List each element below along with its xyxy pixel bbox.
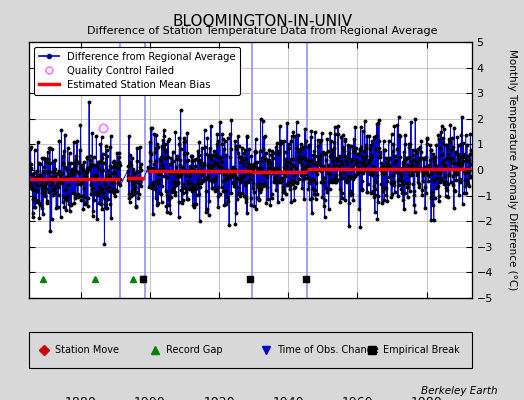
Text: Record Gap: Record Gap xyxy=(166,345,223,355)
Text: Time of Obs. Change: Time of Obs. Change xyxy=(277,345,379,355)
Text: Station Move: Station Move xyxy=(56,345,119,355)
Text: 1900: 1900 xyxy=(134,396,166,400)
Text: 1980: 1980 xyxy=(411,396,442,400)
Text: 1940: 1940 xyxy=(272,396,304,400)
Text: Berkeley Earth: Berkeley Earth xyxy=(421,386,498,396)
Text: 1880: 1880 xyxy=(65,396,96,400)
Text: 1920: 1920 xyxy=(203,396,235,400)
Text: 1960: 1960 xyxy=(342,396,373,400)
Text: Empirical Break: Empirical Break xyxy=(383,345,460,355)
Text: BLOOMINGTON-IN-UNIV: BLOOMINGTON-IN-UNIV xyxy=(172,14,352,29)
Legend: Difference from Regional Average, Quality Control Failed, Estimated Station Mean: Difference from Regional Average, Qualit… xyxy=(34,47,241,95)
Text: Difference of Station Temperature Data from Regional Average: Difference of Station Temperature Data f… xyxy=(87,26,437,36)
Y-axis label: Monthly Temperature Anomaly Difference (°C): Monthly Temperature Anomaly Difference (… xyxy=(507,49,517,291)
